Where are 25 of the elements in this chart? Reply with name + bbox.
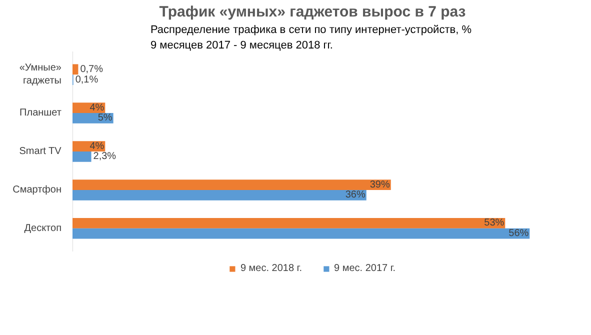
chart-title: Трафик «умных» гаджетов вырос в 7 раз — [159, 4, 466, 20]
y-tick-label: Смартфон — [12, 184, 62, 196]
data-label: 2,3% — [93, 151, 116, 162]
legend-label: 9 мес. 2018 г. — [240, 263, 302, 274]
chart-subtitle: Распределение трафика в сети по типу интернет-устройств, % 9 месяцев 2017 - 9 месяцев 2018 гг. — [150, 24, 472, 52]
data-label: 4% — [90, 140, 104, 152]
y-tick-label: Планшет — [20, 108, 62, 119]
data-label: 39% — [370, 179, 390, 190]
bar — [72, 152, 92, 162]
y-tick-label: Десктоп — [24, 222, 62, 234]
data-label: 5% — [98, 112, 112, 124]
bar — [72, 190, 366, 200]
bar — [72, 64, 78, 75]
data-label: 0,7% — [80, 64, 104, 75]
data-label: 36% — [345, 190, 366, 201]
data-label: 4% — [90, 102, 104, 114]
legend-label: 9 мес. 2017 г. — [334, 263, 396, 274]
bar — [72, 218, 506, 228]
bar — [72, 228, 530, 239]
y-tick-label: «Умные» гаджеты — [19, 62, 62, 87]
bar — [72, 180, 391, 190]
data-label: 0,1% — [75, 74, 98, 86]
data-label: 56% — [508, 228, 529, 240]
data-label: 53% — [484, 218, 504, 229]
y-tick-label: Smart TV — [19, 146, 62, 157]
